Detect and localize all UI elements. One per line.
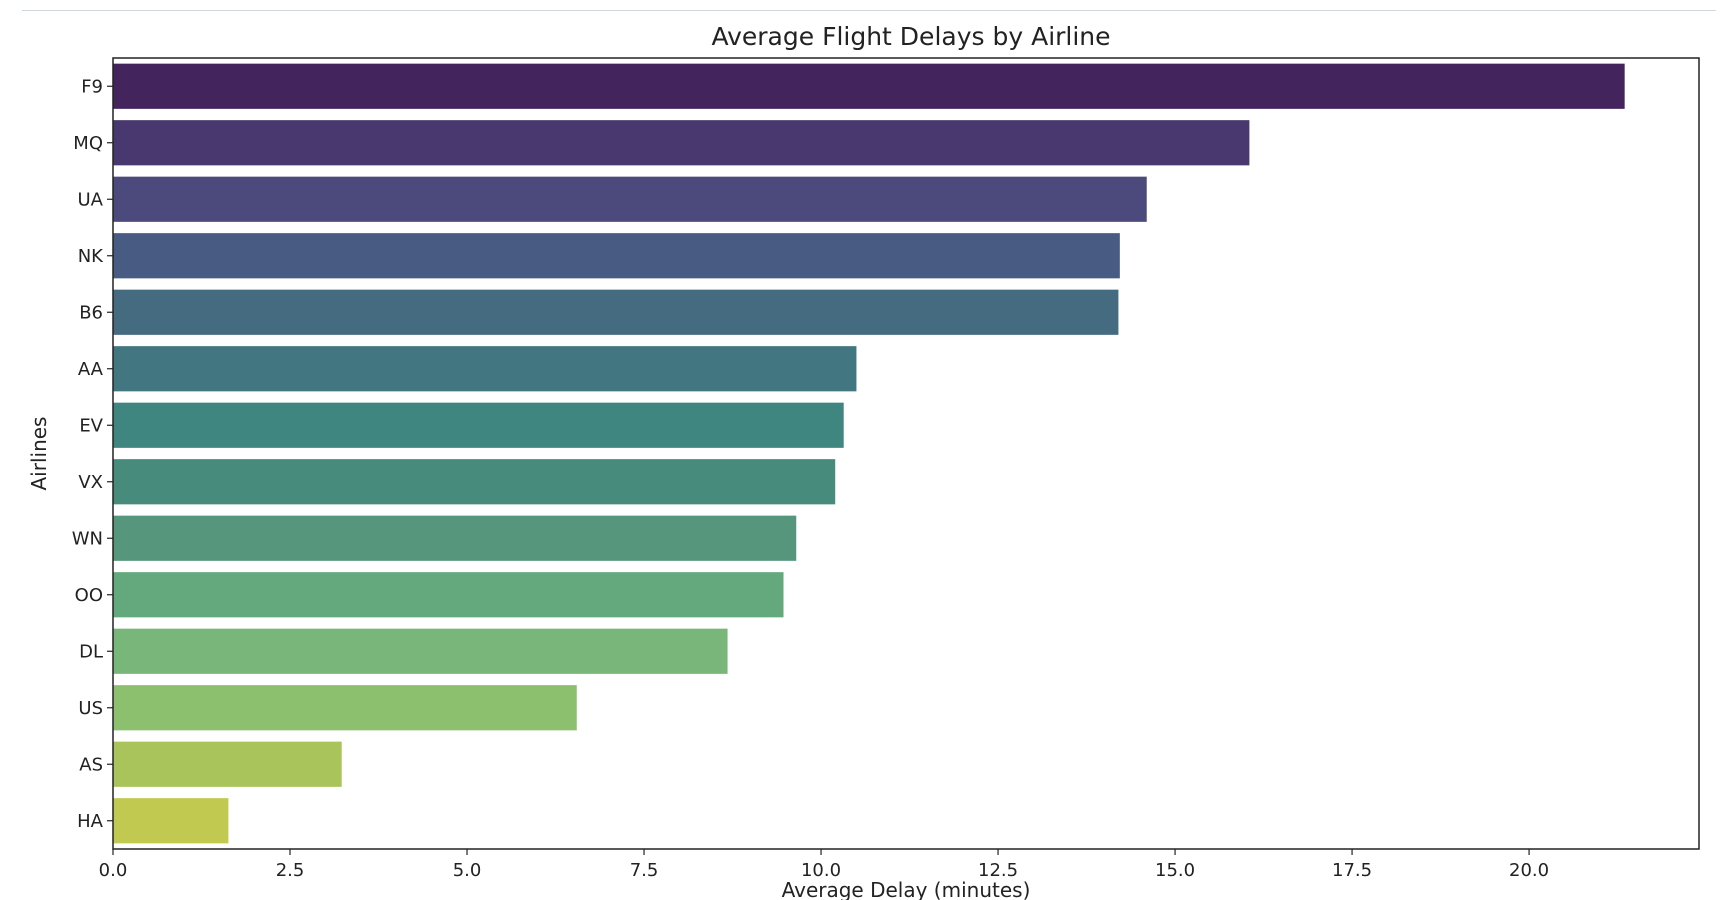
y-tick-label: VX: [78, 472, 103, 493]
bar-ev: [113, 402, 844, 448]
y-tick-label: F9: [81, 76, 103, 97]
y-axis-label: Airlines: [27, 417, 51, 491]
y-tick-label: EV: [79, 415, 103, 436]
bar-f9: [113, 63, 1625, 109]
y-tick-label: HA: [77, 811, 104, 832]
x-tick-label: 20.0: [1509, 860, 1549, 881]
y-tick-label: US: [78, 698, 103, 719]
x-tick-label: 0.0: [99, 860, 128, 881]
x-axis-label: Average Delay (minutes): [782, 878, 1031, 900]
y-tick-label: UA: [78, 189, 104, 210]
x-tick-label: 7.5: [630, 860, 659, 881]
y-tick-label: B6: [79, 302, 103, 323]
y-tick-label: NK: [78, 246, 104, 267]
bar-us: [113, 685, 577, 731]
y-tick-label: AA: [78, 359, 104, 380]
x-tick-label: 15.0: [1155, 860, 1195, 881]
bar-dl: [113, 628, 728, 674]
x-tick-label: 10.0: [801, 860, 841, 881]
bar-b6: [113, 289, 1119, 335]
x-tick-label: 2.5: [276, 860, 305, 881]
x-tick-label: 12.5: [978, 860, 1018, 881]
bar-ua: [113, 176, 1147, 222]
bar-aa: [113, 346, 857, 392]
bar-vx: [113, 459, 836, 505]
y-tick-label: AS: [79, 754, 103, 775]
plot-frame: [112, 57, 1700, 850]
bar-ha: [113, 798, 229, 844]
top-divider: [22, 10, 1716, 11]
bar-oo: [113, 572, 784, 618]
x-ticks: 0.0 2.5 5.0 7.5 10.0 12.5 15.0 17.5 20.0: [99, 849, 1549, 881]
x-tick-label: 17.5: [1332, 860, 1372, 881]
y-tick-label: DL: [79, 641, 103, 662]
bar-wn: [113, 515, 797, 561]
y-tick-label: WN: [72, 528, 103, 549]
bar-nk: [113, 233, 1120, 279]
y-ticks: F9 MQ UA NK B6 AA EV VX WN OO DL US AS HA: [72, 76, 113, 832]
bars-layer: [113, 63, 1625, 844]
bar-mq: [113, 120, 1250, 166]
chart-title: Average Flight Delays by Airline: [711, 22, 1110, 51]
x-tick-label: 5.0: [453, 860, 482, 881]
bar-as: [113, 741, 342, 787]
y-tick-label: MQ: [73, 133, 103, 154]
y-tick-label: OO: [75, 585, 103, 606]
